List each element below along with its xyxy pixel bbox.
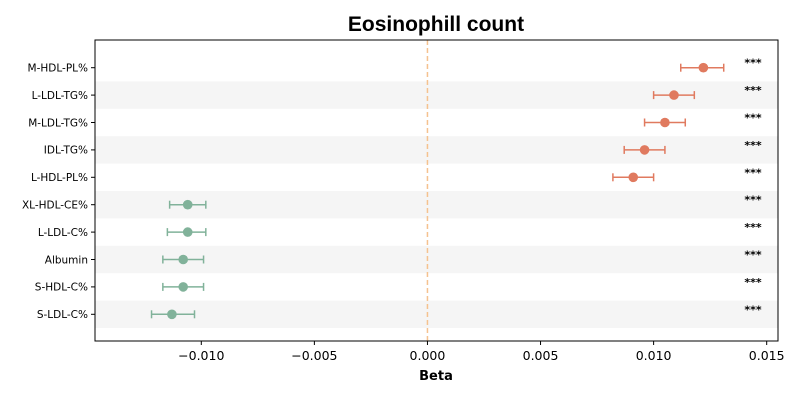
estimate-point	[639, 145, 650, 155]
significance-label: ***	[744, 166, 762, 179]
row-shade-band	[95, 300, 778, 328]
estimate-point	[182, 227, 193, 237]
x-axis-label: Beta	[419, 369, 453, 384]
estimate-point	[660, 117, 670, 128]
estimate-point	[167, 309, 177, 320]
estimate-point	[698, 62, 709, 73]
x-tick-label: 0.005	[523, 348, 559, 363]
significance-label: ***	[744, 249, 762, 262]
x-tick-label: 0.010	[636, 348, 672, 363]
y-tick-label: L-HDL-PL%	[31, 172, 88, 184]
row-shade-band	[95, 245, 778, 274]
x-axis: −0.010 −0.005 0.000 0.005 0.010 0.015	[178, 341, 785, 363]
y-tick-label: L-LDL-C%	[38, 227, 88, 239]
estimate-point	[178, 254, 189, 265]
data-marks: *** *** *** *** *** *** *** *** *** ***	[150, 57, 762, 320]
estimate-point	[669, 90, 679, 100]
y-tick-label: S-LDL-C%	[37, 309, 88, 321]
significance-label: ***	[744, 276, 762, 289]
significance-label: ***	[744, 57, 762, 70]
chart-title: Eosinophill count	[348, 13, 524, 36]
significance-label: ***	[744, 221, 762, 234]
y-axis: M-HDL-PL% L-LDL-TG% M-LDL-TG% IDL-TG% L-HDL-…	[22, 63, 95, 321]
estimate-point	[178, 282, 189, 292]
plot-frame	[94, 39, 779, 342]
significance-label: ***	[744, 194, 762, 207]
significance-label: ***	[744, 112, 762, 125]
y-tick-label: IDL-TG%	[44, 145, 88, 157]
x-tick-label: −0.010	[178, 348, 224, 363]
significance-label: ***	[744, 303, 762, 316]
significance-label: ***	[744, 139, 762, 152]
y-tick-label: L-LDL-TG%	[32, 90, 88, 102]
y-tick-label: Albumin	[45, 254, 88, 266]
estimate-point	[182, 199, 193, 210]
y-tick-label: XL-HDL-CE%	[22, 200, 88, 212]
y-tick-label: M-HDL-PL%	[28, 63, 88, 75]
x-tick-label: −0.005	[291, 348, 337, 363]
row-shade-band	[95, 136, 778, 164]
significance-label: ***	[744, 84, 762, 97]
estimate-point	[628, 172, 639, 183]
x-tick-label: 0.000	[410, 348, 446, 363]
row-shade-band	[95, 191, 778, 219]
y-tick-label: M-LDL-TG%	[28, 117, 88, 129]
y-tick-label: S-HDL-C%	[35, 282, 88, 294]
x-tick-label: 0.015	[749, 348, 785, 363]
